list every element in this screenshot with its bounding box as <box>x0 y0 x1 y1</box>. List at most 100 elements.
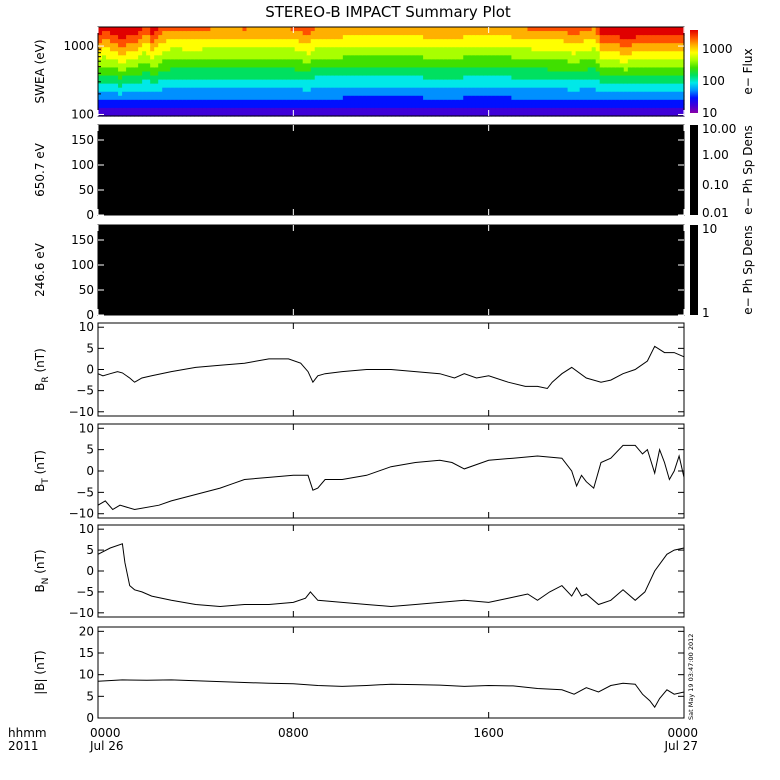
spectrogram-cell <box>314 91 320 97</box>
spectrogram-cell <box>258 107 264 113</box>
spectrogram-cell <box>290 99 296 105</box>
spectrogram-cell <box>154 79 159 85</box>
spectrogram-cell <box>210 103 215 109</box>
spectrogram-cell <box>330 59 336 65</box>
spectrogram-cell <box>399 99 404 105</box>
spectrogram-cell <box>166 27 171 32</box>
spectrogram-cell <box>391 75 396 81</box>
spectrogram-cell <box>467 95 472 101</box>
spectrogram-cell <box>126 75 131 81</box>
spectrogram-cell <box>539 47 545 52</box>
spectrogram-cell <box>122 43 127 48</box>
spectrogram-cell <box>447 95 452 101</box>
spectrogram-cell <box>495 99 500 105</box>
spectrogram-cell <box>479 55 484 60</box>
spectrogram-cell <box>415 63 420 69</box>
spectrogram-cell <box>659 75 665 81</box>
spectrogram-cell <box>326 59 332 65</box>
spectrogram-cell <box>475 47 480 52</box>
spectrogram-cell <box>382 111 388 117</box>
spectrogram-cell <box>322 35 328 40</box>
spectrogram-cell <box>106 51 111 56</box>
spectrogram-cell <box>282 99 288 105</box>
spectrogram-cell <box>411 99 416 105</box>
spectrogram-cell <box>527 71 533 77</box>
spectrogram-cell <box>651 35 657 40</box>
spectrogram-cell <box>374 59 380 65</box>
spectrogram-cell <box>358 55 364 60</box>
spectrogram-cell <box>186 51 191 56</box>
spectrogram-cell <box>527 55 533 60</box>
spectrogram-cell <box>479 27 484 32</box>
spectrogram-cell <box>531 111 537 117</box>
spectrogram-cell <box>615 43 621 48</box>
spectrogram-cell <box>655 47 661 52</box>
spectrogram-cell <box>278 75 284 81</box>
y-axis-label-unit: (nT) <box>33 348 47 376</box>
spectrogram-cell <box>322 87 328 93</box>
spectrogram-cell <box>122 35 127 40</box>
spectrogram-cell <box>499 95 504 101</box>
spectrogram-cell <box>479 87 484 93</box>
spectrogram-cell <box>346 75 352 81</box>
spectrogram-cell <box>539 111 545 117</box>
spectrogram-cell <box>118 43 123 48</box>
spectrogram-cell <box>186 107 191 113</box>
spectrogram-cell <box>250 103 256 109</box>
spectrogram-cell <box>362 111 368 117</box>
spectrogram-cell <box>174 103 179 109</box>
spectrogram-cell <box>318 67 324 73</box>
spectrogram-cell <box>270 67 276 73</box>
spectrogram-cell <box>663 83 669 89</box>
spectrogram-cell <box>382 55 388 60</box>
spectrogram-cell <box>559 83 565 89</box>
spectrogram-cell <box>639 95 645 101</box>
spectrogram-cell <box>194 39 199 44</box>
spectrogram-cell <box>318 27 324 32</box>
spectrogram-cell <box>342 91 348 97</box>
spectrogram-cell <box>386 75 392 81</box>
spectrogram-cell <box>194 51 199 56</box>
spectrogram-cell <box>350 103 356 109</box>
spectrogram-cell <box>611 59 617 65</box>
spectrogram-cell <box>639 35 645 40</box>
spectrogram-cell <box>467 51 472 56</box>
spectrogram-cell <box>282 95 288 101</box>
spectrogram-cell <box>439 75 444 81</box>
spectrogram-cell <box>110 47 115 52</box>
spectrogram-cell <box>350 79 356 85</box>
spectrogram-cell <box>354 47 360 52</box>
spectrogram-cell <box>318 31 324 36</box>
spectrogram-cell <box>423 43 428 48</box>
spectrogram-cell <box>651 71 657 77</box>
spectrogram-cell <box>515 31 521 36</box>
spectrogram-cell <box>102 111 107 117</box>
spectrogram-cell <box>515 107 521 113</box>
spectrogram-cell <box>134 55 139 60</box>
spectrogram-cell <box>591 51 597 56</box>
spectrogram-cell <box>126 95 131 101</box>
spectrogram-cell <box>154 31 159 36</box>
spectrogram-cell <box>575 71 581 77</box>
spectrogram-cell <box>182 39 187 44</box>
spectrogram-cell <box>411 35 416 40</box>
spectrogram-cell <box>162 51 167 56</box>
spectrogram-cell <box>194 83 199 89</box>
spectrogram-cell <box>130 111 135 117</box>
spectrogram-cell <box>555 59 561 65</box>
spectrogram-cell <box>362 71 368 77</box>
spectrogram-cell <box>214 51 220 56</box>
spectrogram-cell <box>250 47 256 52</box>
spectrogram-cell <box>174 95 179 101</box>
spectrogram-cell <box>342 35 348 40</box>
spectrogram-cell <box>671 103 677 109</box>
spectrogram-cell <box>178 111 183 117</box>
spectrogram-cell <box>154 43 159 48</box>
spectrogram-cell <box>523 91 529 97</box>
spectrogram-cell <box>346 107 352 113</box>
spectrogram-cell <box>142 31 147 36</box>
spectrogram-cell <box>467 107 472 113</box>
spectrogram-cell <box>399 83 404 89</box>
spectrogram-cell <box>154 111 159 117</box>
spectrogram-cell <box>306 83 312 89</box>
